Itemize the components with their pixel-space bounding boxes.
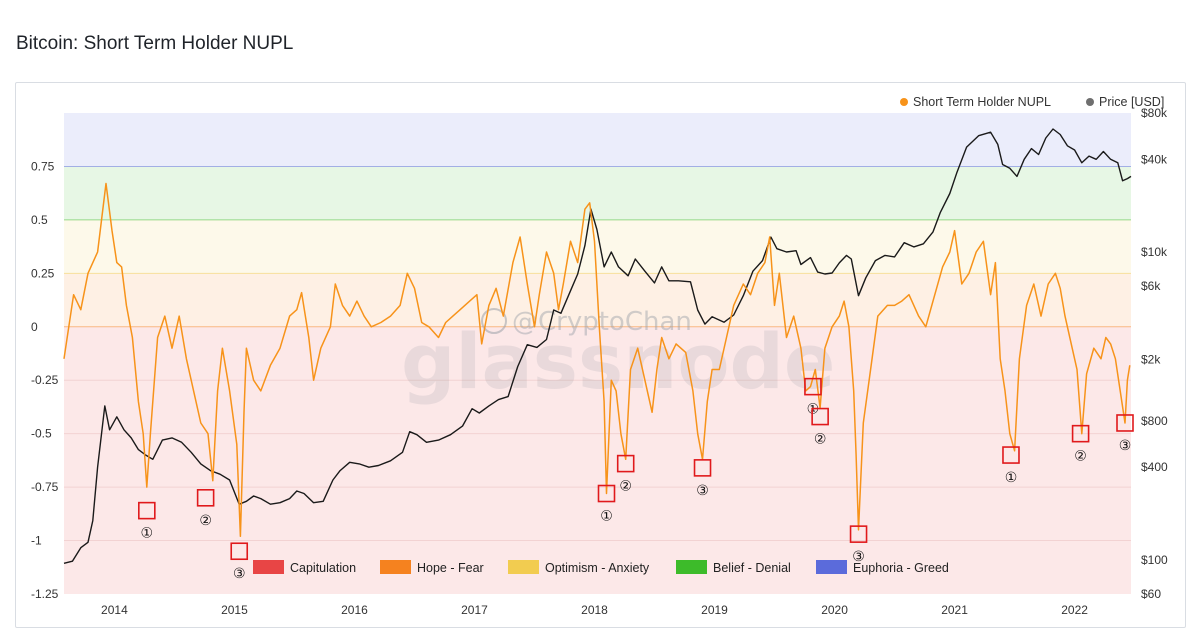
annotation-label: ②: [1074, 449, 1087, 465]
annotation-box: [597, 484, 616, 503]
glassnode-watermark: glassnode: [401, 317, 835, 406]
nupl-series: [63, 182, 1131, 538]
annotation-box: [804, 377, 822, 396]
x-tick-label: 2017: [461, 603, 488, 617]
zone-legend-swatch: [253, 560, 284, 574]
annotation-label: ③: [233, 566, 246, 582]
annotation-box: [811, 407, 829, 426]
y-left-tick-label: 0.5: [31, 213, 48, 227]
nupl-line: [63, 182, 1131, 538]
weibo-watermark: @CryptoChan: [481, 307, 692, 337]
x-tick-label: 2014: [101, 603, 128, 617]
series-legend: Short Term Holder NUPL Price [USD]: [900, 95, 1164, 109]
y-right-tick-label: $2k: [1141, 353, 1161, 367]
y-axis-left: 0.75 0.5 0.25 0 -0.25 -0.5 -0.75 -1 -1.25: [31, 159, 59, 601]
y-right-tick-label: $10k: [1141, 245, 1168, 259]
legend-dot: [1086, 98, 1094, 106]
zone-legend-label: Belief - Denial: [713, 561, 791, 575]
y-axis-right: $80k $40k $10k $6k $2k $800 $400 $100 $60: [1141, 106, 1168, 601]
zone-legend-swatch: [508, 560, 539, 574]
annotation-label: ③: [1119, 438, 1132, 454]
legend-label: Price [USD]: [1099, 95, 1164, 109]
x-tick-label: 2022: [1061, 603, 1088, 617]
x-tick-label: 2019: [701, 603, 728, 617]
annotation-box: [849, 525, 868, 543]
y-right-tick-label: $80k: [1141, 106, 1168, 120]
annotation-box: [196, 488, 215, 507]
annotation-box: [616, 454, 635, 473]
zone-legend-swatch: [380, 560, 411, 574]
zone-legend-label: Optimism - Anxiety: [545, 561, 650, 575]
weibo-icon: [481, 308, 507, 334]
zone-legend-label: Hope - Fear: [417, 561, 484, 575]
price-series: [63, 128, 1132, 564]
y-right-tick-label: $400: [1141, 460, 1168, 474]
annotation-box: [1071, 424, 1090, 443]
annotation-label: ③: [852, 549, 865, 565]
annotation-label: ③: [696, 483, 709, 499]
x-tick-label: 2018: [581, 603, 608, 617]
zone-band: [64, 166, 1131, 220]
y-left-tick-label: -0.75: [31, 480, 59, 494]
x-axis: 2014 2015 2016 2017 2018 2019 2020 2021 2022: [101, 603, 1088, 617]
zone-band: [64, 326, 1131, 594]
zone-legend-label: Capitulation: [290, 561, 356, 575]
annotation-box: [1002, 446, 1020, 464]
zone-legend-label: Euphoria - Greed: [853, 561, 949, 575]
page-title: Bitcoin: Short Term Holder NUPL: [16, 33, 294, 54]
zone-legend-swatch: [816, 560, 847, 574]
x-tick-label: 2020: [821, 603, 848, 617]
y-left-tick-label: 0.25: [31, 266, 55, 280]
y-right-tick-label: $100: [1141, 553, 1168, 567]
y-left-tick-label: -0.25: [31, 373, 59, 387]
annotation-box: [1116, 414, 1134, 432]
annotation-label: ①: [141, 526, 154, 542]
weibo-handle: @CryptoChan: [512, 307, 692, 337]
y-left-tick-label: -1: [31, 534, 42, 548]
annotation-label: ②: [199, 513, 212, 529]
price-line: [63, 128, 1132, 564]
zone-legend: Capitulation Hope - Fear Optimism - Anxiet…: [253, 560, 949, 575]
x-tick-label: 2021: [941, 603, 968, 617]
watermark: glassnode @CryptoChan: [401, 307, 835, 406]
x-tick-label: 2015: [221, 603, 248, 617]
y-left-tick-label: 0: [31, 320, 38, 334]
zone-band: [64, 113, 1131, 167]
legend-label: Short Term Holder NUPL: [913, 95, 1051, 109]
y-right-tick-label: $800: [1141, 414, 1168, 428]
annotation-label: ①: [600, 509, 613, 525]
annotation-box: [138, 501, 156, 520]
y-right-tick-label: $6k: [1141, 279, 1161, 293]
y-right-tick-label: $40k: [1141, 152, 1168, 166]
x-tick-label: 2016: [341, 603, 368, 617]
annotation-box: [693, 459, 712, 477]
legend-dot: [900, 98, 908, 106]
y-left-tick-label: -0.5: [31, 427, 52, 441]
annotation-label: ②: [814, 432, 827, 448]
annotation-label: ①: [1005, 470, 1018, 486]
annotation-label: ②: [619, 479, 632, 495]
annotation-box: [230, 542, 249, 561]
y-left-tick-label: -1.25: [31, 587, 59, 601]
y-right-tick-label: $60: [1141, 587, 1161, 601]
y-left-tick-label: 0.75: [31, 159, 55, 173]
zone-legend-swatch: [676, 560, 707, 574]
zone-band: [64, 219, 1131, 274]
